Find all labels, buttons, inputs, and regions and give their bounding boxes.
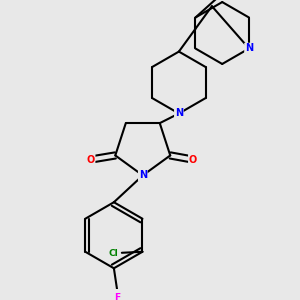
Text: Cl: Cl (109, 249, 118, 258)
Text: N: N (175, 109, 183, 118)
Text: N: N (245, 44, 253, 53)
Text: O: O (86, 154, 95, 165)
Text: N: N (139, 170, 147, 180)
Text: O: O (189, 154, 197, 165)
Text: F: F (114, 293, 120, 300)
